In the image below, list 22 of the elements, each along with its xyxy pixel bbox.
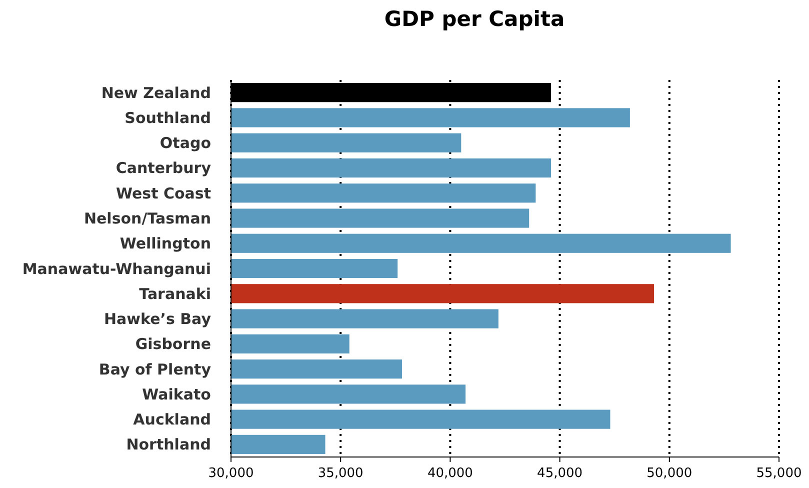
y-tick-label: Waikato	[142, 385, 211, 404]
y-tick-label: Auckland	[133, 410, 211, 429]
x-tick-label: 45,000	[537, 466, 583, 481]
x-tick-label: 50,000	[646, 466, 692, 481]
y-tick-label: Southland	[124, 108, 211, 127]
y-tick-label: Bay of Plenty	[98, 360, 212, 378]
y-tick-label: Northland	[126, 436, 211, 454]
chart-title: GDP per Capita	[384, 7, 565, 31]
y-tick-label: West Coast	[116, 184, 211, 202]
y-tick-label: New Zealand	[101, 84, 211, 102]
x-tick-label: 55,000	[756, 466, 802, 481]
y-tick-label: Manawatu-Whanganui	[22, 260, 211, 278]
y-tick-label: Nelson/Tasman	[84, 209, 211, 228]
x-tick-label: 40,000	[427, 466, 473, 481]
y-tick-label: Taranaki	[139, 284, 211, 303]
y-tick-label: Wellington	[120, 234, 211, 253]
y-tick-label: Gisborne	[135, 335, 211, 354]
x-tick-label: 30,000	[208, 466, 254, 481]
y-tick-label: Canterbury	[116, 159, 212, 178]
y-tick-label: Hawke’s Bay	[104, 310, 212, 328]
y-tick-label: Otago	[160, 134, 211, 152]
x-tick-label: 35,000	[318, 466, 364, 481]
